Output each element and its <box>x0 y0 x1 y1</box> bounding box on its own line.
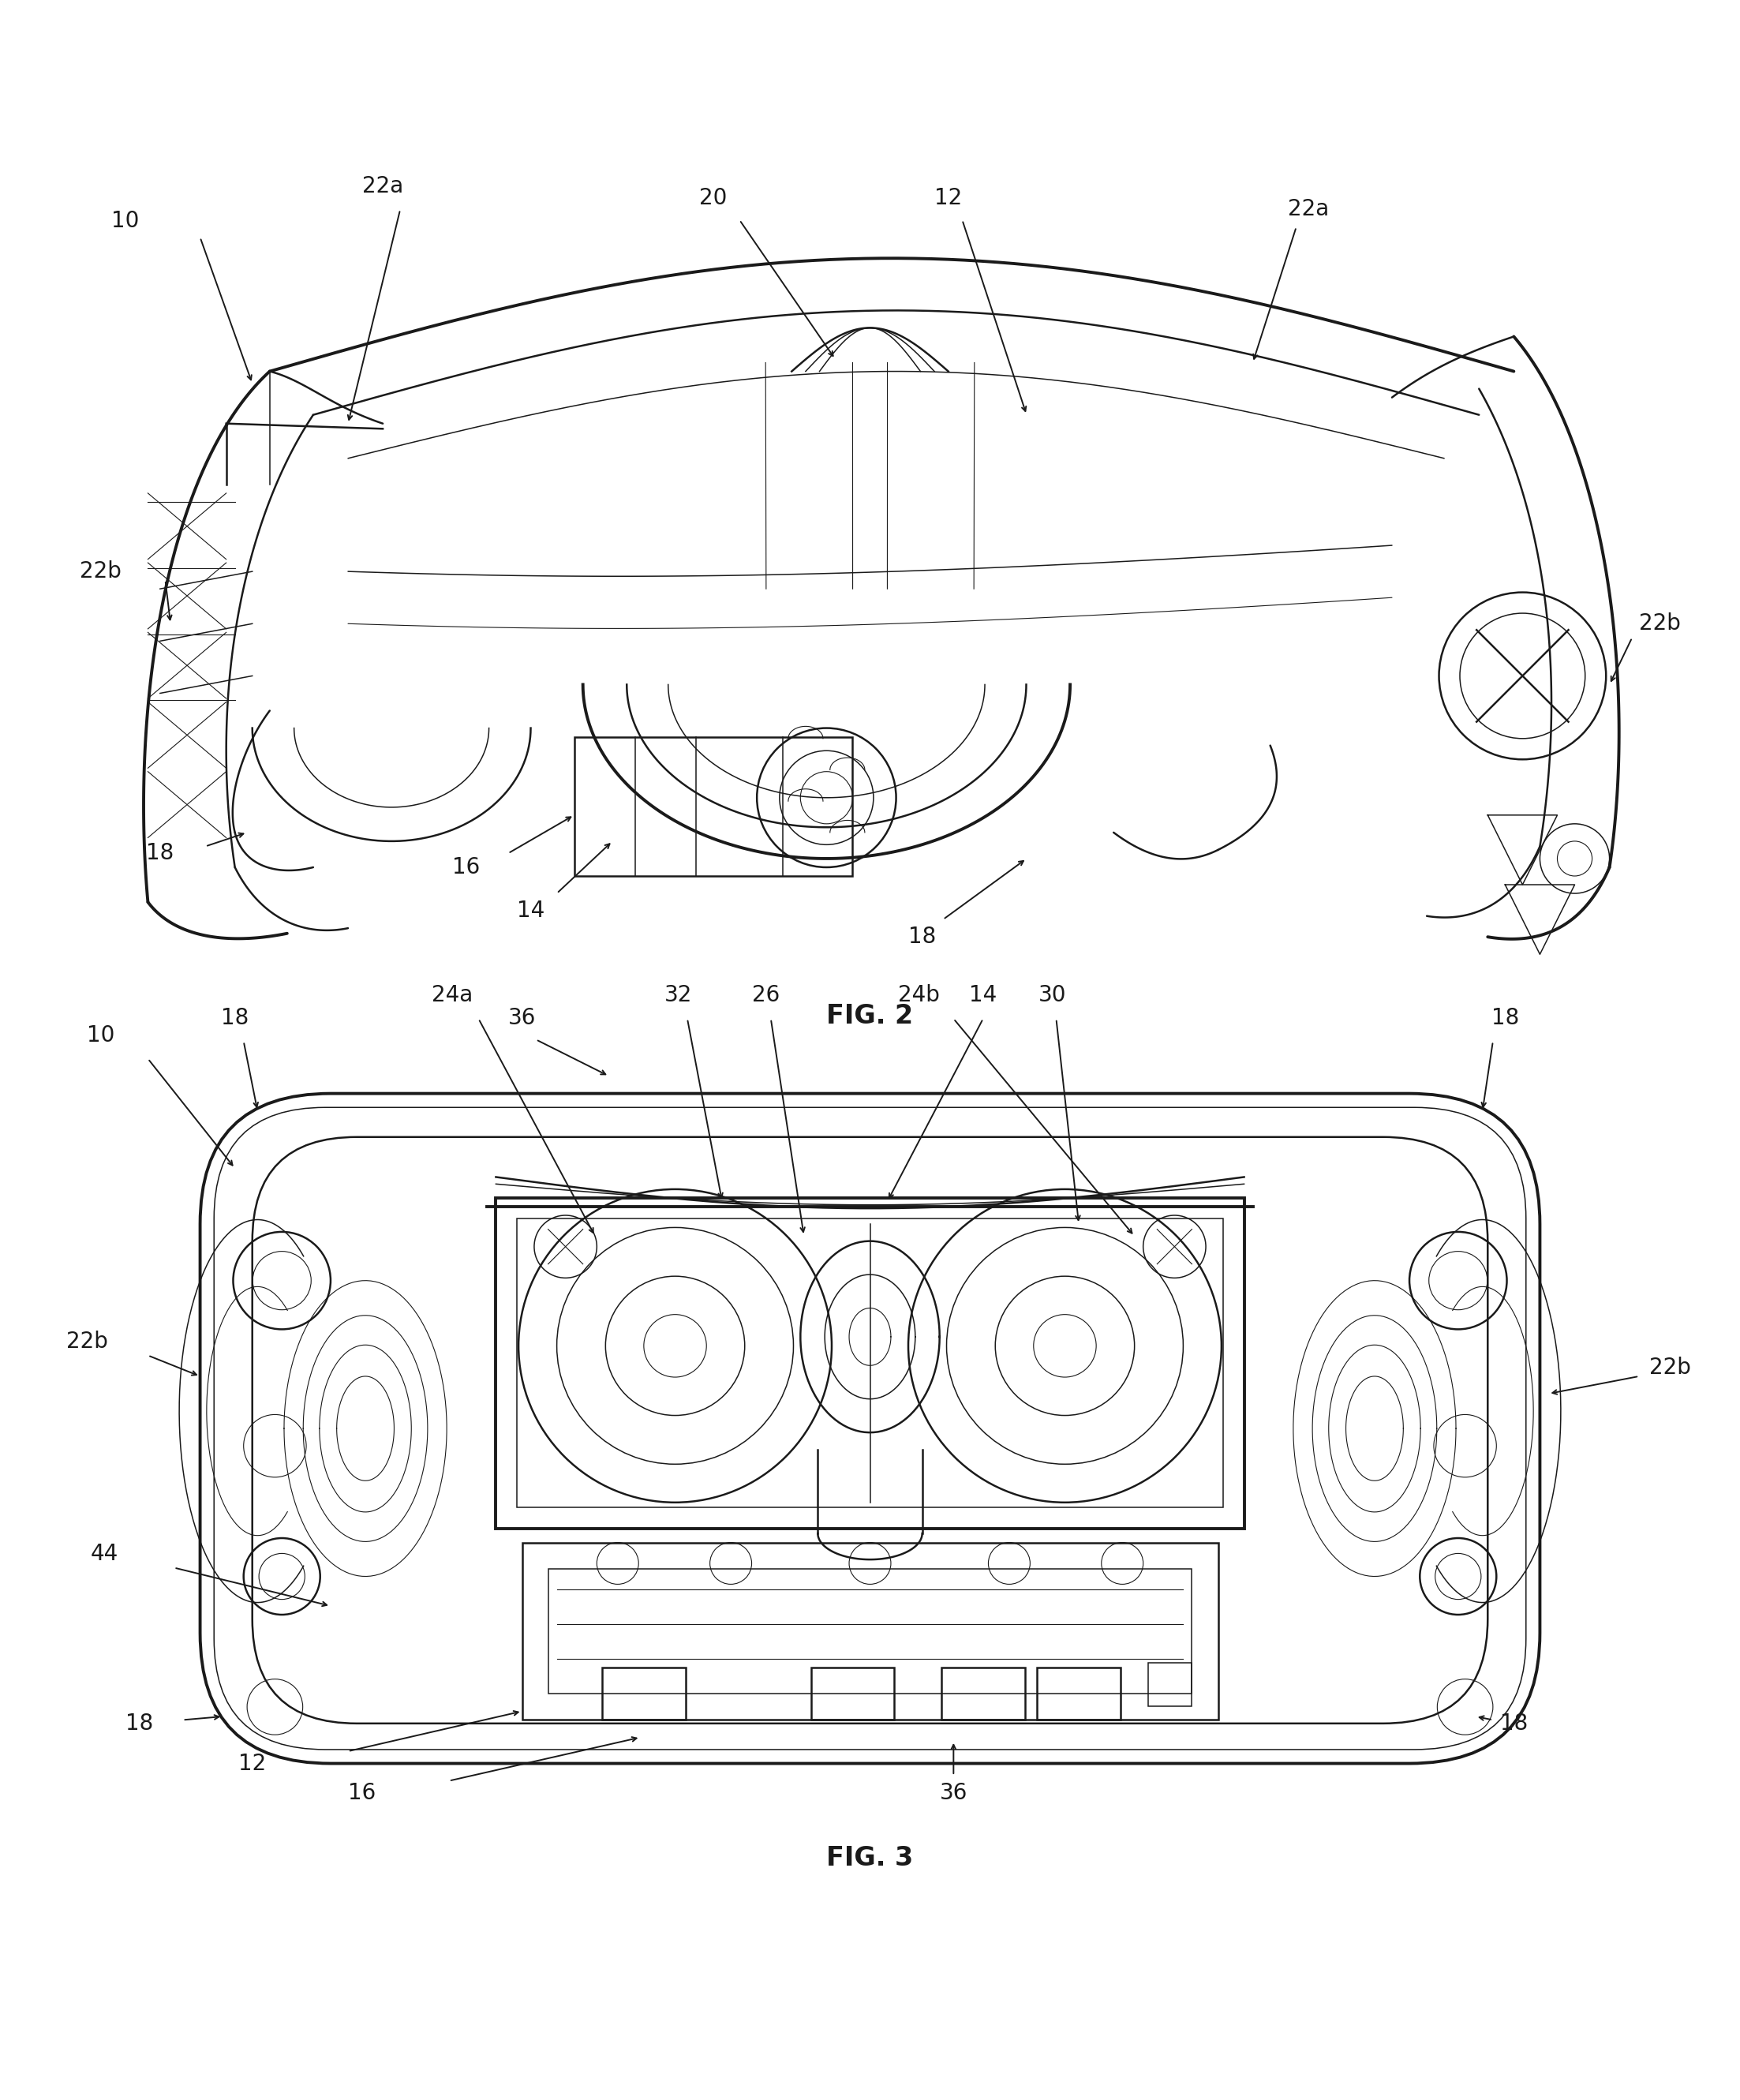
Bar <box>496 1197 1244 1529</box>
Text: 18: 18 <box>146 842 174 865</box>
Text: 14: 14 <box>969 985 997 1006</box>
Text: 24b: 24b <box>898 985 940 1006</box>
Bar <box>602 1667 686 1720</box>
Bar <box>522 1544 1218 1720</box>
Bar <box>517 1218 1223 1508</box>
Text: 22a: 22a <box>362 174 404 197</box>
Text: 12: 12 <box>934 187 962 210</box>
Text: 36: 36 <box>940 1783 967 1804</box>
Text: 24a: 24a <box>432 985 473 1006</box>
Text: FIG. 3: FIG. 3 <box>826 1846 914 1871</box>
Text: 18: 18 <box>908 926 936 947</box>
Text: 22b: 22b <box>1639 613 1681 634</box>
Text: 18: 18 <box>125 1711 153 1735</box>
Text: FIG. 2: FIG. 2 <box>826 1004 914 1029</box>
Text: 22b: 22b <box>1650 1357 1691 1378</box>
Bar <box>941 1667 1025 1720</box>
Text: 14: 14 <box>517 899 545 922</box>
Bar <box>1037 1667 1121 1720</box>
Text: 44: 44 <box>90 1544 118 1565</box>
Text: 10: 10 <box>111 210 139 233</box>
Text: 26: 26 <box>752 985 780 1006</box>
Text: 36: 36 <box>508 1008 536 1029</box>
Text: 22b: 22b <box>66 1331 108 1352</box>
Text: 20: 20 <box>699 187 727 210</box>
Bar <box>811 1667 894 1720</box>
Text: 18: 18 <box>1491 1008 1519 1029</box>
Text: 18: 18 <box>1500 1711 1528 1735</box>
Bar <box>1148 1663 1192 1705</box>
Bar <box>548 1569 1192 1695</box>
Bar <box>574 737 853 876</box>
Text: 16: 16 <box>452 857 480 878</box>
Text: 32: 32 <box>665 985 693 1006</box>
Text: 12: 12 <box>238 1751 266 1775</box>
Text: 10: 10 <box>87 1025 115 1046</box>
Text: 18: 18 <box>221 1008 249 1029</box>
Text: 30: 30 <box>1039 985 1067 1006</box>
Text: 22b: 22b <box>80 561 122 582</box>
Text: 22a: 22a <box>1288 197 1329 221</box>
Text: 16: 16 <box>348 1783 376 1804</box>
